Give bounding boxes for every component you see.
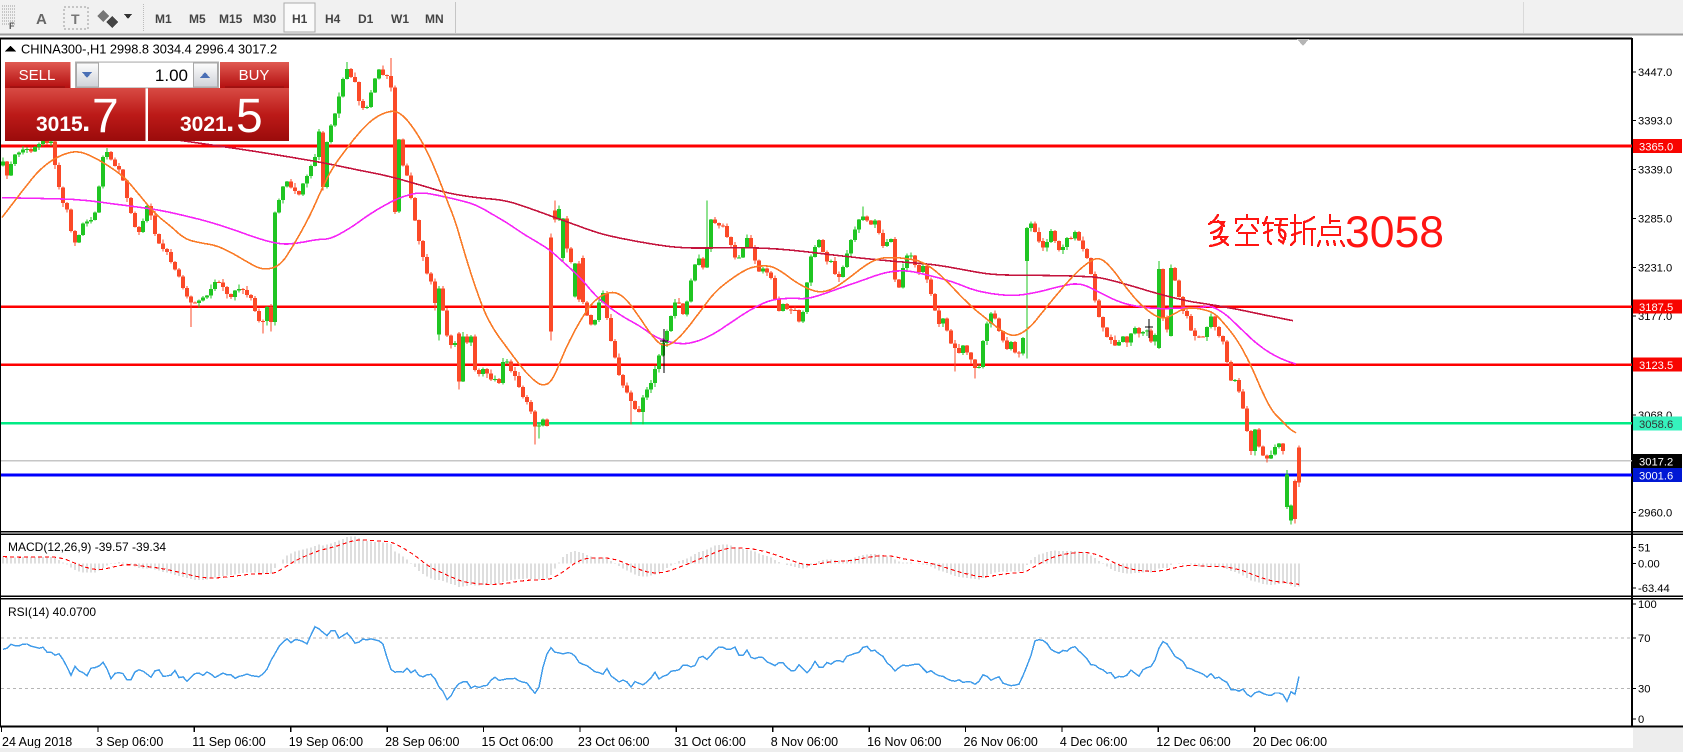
svg-text:2960.0: 2960.0 (1638, 508, 1672, 520)
svg-text:8 Nov 06:00: 8 Nov 06:00 (771, 735, 838, 749)
svg-text:3 Sep 06:00: 3 Sep 06:00 (96, 735, 163, 749)
svg-text:3447.0: 3447.0 (1638, 67, 1672, 79)
svg-text:F: F (9, 21, 15, 31)
svg-text:W1: W1 (391, 12, 409, 26)
svg-text:3187.5: 3187.5 (1639, 302, 1673, 314)
svg-text:BUY: BUY (239, 67, 270, 84)
svg-text:100: 100 (1638, 599, 1657, 611)
svg-text:H4: H4 (325, 12, 341, 26)
svg-text:3177.0: 3177.0 (1638, 311, 1672, 323)
svg-text:24 Aug 2018: 24 Aug 2018 (2, 735, 72, 749)
svg-text:19 Sep 06:00: 19 Sep 06:00 (289, 735, 363, 749)
svg-text:23 Oct 06:00: 23 Oct 06:00 (578, 735, 650, 749)
svg-text:3285.0: 3285.0 (1638, 213, 1672, 225)
svg-text:70: 70 (1638, 633, 1650, 645)
svg-text:3021: 3021 (180, 113, 227, 136)
svg-text:11 Sep 06:00: 11 Sep 06:00 (192, 735, 265, 749)
svg-text:A: A (36, 11, 47, 28)
svg-text:7: 7 (92, 90, 119, 143)
svg-text:.: . (82, 105, 90, 138)
svg-text:M1: M1 (155, 12, 172, 26)
svg-text:M15: M15 (219, 12, 243, 26)
svg-text:3017.2: 3017.2 (1639, 456, 1673, 468)
svg-text:3365.0: 3365.0 (1639, 142, 1673, 154)
svg-text:3123.5: 3123.5 (1639, 360, 1673, 372)
svg-text:16 Nov 06:00: 16 Nov 06:00 (867, 735, 941, 749)
svg-text:MN: MN (425, 12, 444, 26)
svg-text:4 Dec 06:00: 4 Dec 06:00 (1060, 735, 1127, 749)
svg-text:15 Oct 06:00: 15 Oct 06:00 (482, 735, 554, 749)
svg-text:1.00: 1.00 (155, 66, 188, 85)
svg-text:0: 0 (1638, 714, 1644, 726)
svg-text:31 Oct 06:00: 31 Oct 06:00 (674, 735, 746, 749)
svg-text:3058.6: 3058.6 (1639, 419, 1673, 431)
svg-text:.: . (226, 105, 234, 138)
svg-text:12 Dec 06:00: 12 Dec 06:00 (1156, 735, 1230, 749)
svg-text:3231.0: 3231.0 (1638, 262, 1672, 274)
svg-text:3058: 3058 (1345, 208, 1444, 257)
svg-text:51: 51 (1638, 543, 1650, 555)
svg-text:5: 5 (236, 90, 263, 143)
svg-text:SELL: SELL (19, 67, 56, 84)
svg-text:3015: 3015 (36, 113, 83, 136)
svg-text:MACD(12,26,9) -39.57 -39.34: MACD(12,26,9) -39.57 -39.34 (8, 540, 166, 554)
svg-text:20 Dec 06:00: 20 Dec 06:00 (1253, 735, 1327, 749)
svg-text:-63.44: -63.44 (1638, 583, 1670, 595)
svg-text:26 Nov 06:00: 26 Nov 06:00 (964, 735, 1038, 749)
svg-text:3393.0: 3393.0 (1638, 116, 1672, 128)
svg-text:H1: H1 (292, 12, 308, 26)
svg-text:28 Sep 06:00: 28 Sep 06:00 (385, 735, 459, 749)
svg-text:T: T (71, 11, 80, 27)
svg-text:3339.0: 3339.0 (1638, 165, 1672, 177)
svg-text:CHINA300-,H1 2998.8 3034.4 29: CHINA300-,H1 2998.8 3034.4 2996.4 3017.2 (21, 42, 277, 57)
svg-text:M5: M5 (189, 12, 206, 26)
svg-text:0.00: 0.00 (1638, 558, 1660, 570)
svg-text:RSI(14) 40.0700: RSI(14) 40.0700 (8, 605, 96, 619)
svg-text:3001.6: 3001.6 (1639, 470, 1673, 482)
svg-text:M30: M30 (253, 12, 277, 26)
svg-text:D1: D1 (358, 12, 374, 26)
svg-text:30: 30 (1638, 683, 1650, 695)
